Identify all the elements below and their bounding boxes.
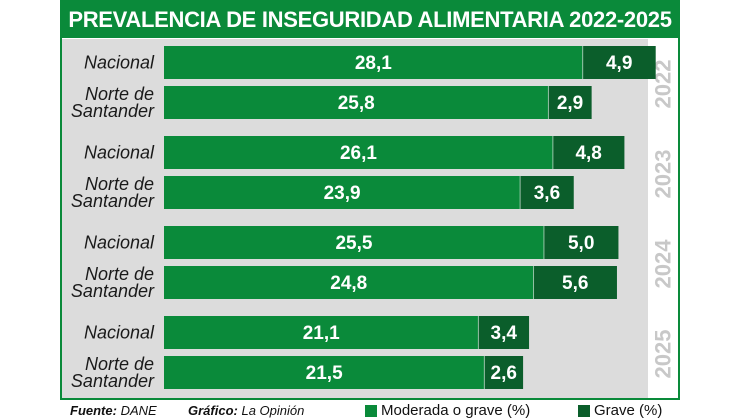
category-label-2023-0-0: Nacional <box>84 143 155 163</box>
legend-label-severe: Grave (%) <box>594 402 663 419</box>
bar-severe-2023-0 <box>552 136 625 169</box>
bar-divider-2025-1 <box>483 356 485 389</box>
year-column-2023 <box>648 129 678 219</box>
bar-moderate-2022-1 <box>164 86 549 119</box>
data-label-severe-2025-1: 2,6 <box>491 363 517 384</box>
source-label: Fuente: <box>70 403 117 418</box>
bar-divider-2023-0 <box>552 136 554 169</box>
bar-severe-2025-1 <box>484 356 524 389</box>
data-label-severe-2023-1: 3,6 <box>534 183 560 204</box>
chart-footer: Fuente: DANE Gráfico: La Opinión Moderad… <box>60 401 680 420</box>
data-label-moderate-2024-0: 25,5 <box>335 233 372 254</box>
category-label-2025-0-0: Nacional <box>84 323 155 343</box>
bar-divider-2022-0 <box>582 46 584 79</box>
category-label-2022-1-0: Norte de <box>85 84 154 104</box>
data-label-moderate-2023-0: 26,1 <box>340 143 377 164</box>
bar-divider-2025-0 <box>477 316 479 349</box>
category-label-2023-1-0: Norte de <box>85 174 154 194</box>
bar-moderate-2024-1 <box>164 266 534 299</box>
bar-divider-2024-0 <box>543 226 545 259</box>
year-column-2025 <box>648 309 678 398</box>
legend-item-moderate: Moderada o grave (%) <box>365 402 530 419</box>
data-label-severe-2023-0: 4,8 <box>575 143 601 164</box>
bar-severe-2024-1 <box>533 266 617 299</box>
graphic-credit: Gráfico: La Opinión <box>188 403 304 418</box>
category-label-2025-1-1: Santander <box>71 371 155 391</box>
bar-moderate-2023-0 <box>164 136 553 169</box>
bar-divider-2023-1 <box>519 176 521 209</box>
bar-moderate-2025-1 <box>164 356 485 389</box>
graphic-label: Gráfico: <box>188 403 238 418</box>
data-label-moderate-2025-1: 21,5 <box>306 363 343 384</box>
year-label-2023: 2023 <box>651 150 676 199</box>
category-label-2024-0-0: Nacional <box>84 233 155 253</box>
graphic-value: La Opinión <box>241 403 305 418</box>
source-value: DANE <box>120 403 157 418</box>
data-label-severe-2024-1: 5,6 <box>562 273 588 294</box>
bar-severe-2022-1 <box>548 86 592 119</box>
bar-divider-2022-1 <box>547 86 549 119</box>
bar-divider-2024-1 <box>533 266 535 299</box>
bar-severe-2022-0 <box>582 46 656 79</box>
legend-label-moderate: Moderada o grave (%) <box>381 402 531 419</box>
data-label-moderate-2025-0: 21,1 <box>303 323 340 344</box>
bar-severe-2024-0 <box>543 226 619 259</box>
category-label-2024-1-0: Norte de <box>85 264 154 284</box>
bar-severe-2023-1 <box>520 176 574 209</box>
bar-severe-2025-0 <box>478 316 530 349</box>
category-label-2022-0-0: Nacional <box>84 53 155 73</box>
legend-item-severe: Grave (%) <box>578 402 662 419</box>
data-label-moderate-2024-1: 24,8 <box>330 273 367 294</box>
data-label-moderate-2023-1: 23,9 <box>324 183 361 204</box>
legend-swatch-severe <box>578 404 590 417</box>
category-label-2022-1-1: Santander <box>71 101 155 121</box>
category-label-2023-1-1: Santander <box>71 191 155 211</box>
bar-moderate-2022-0 <box>164 46 583 79</box>
data-label-severe-2024-0: 5,0 <box>568 233 594 254</box>
chart-frame: 2022 Nacional 28,1 4,9 Norte de Santander 25,8… <box>60 0 680 400</box>
legend-swatch-moderate <box>365 404 377 417</box>
category-label-2025-1-0: Norte de <box>85 354 154 374</box>
year-label-2025: 2025 <box>651 330 676 379</box>
bar-moderate-2023-1 <box>164 176 521 209</box>
category-label-2024-1-1: Santander <box>71 281 155 301</box>
data-label-moderate-2022-0: 28,1 <box>355 53 392 74</box>
source-credit: Fuente: DANE <box>70 403 157 418</box>
data-label-severe-2022-0: 4,9 <box>606 53 632 74</box>
chart-title: PREVALENCIA DE INSEGURIDAD ALIMENTARIA 2… <box>62 2 678 38</box>
year-label-2024: 2024 <box>651 239 676 289</box>
bar-moderate-2025-0 <box>164 316 479 349</box>
bar-moderate-2024-0 <box>164 226 544 259</box>
data-label-moderate-2022-1: 25,8 <box>338 93 375 114</box>
data-label-severe-2022-1: 2,9 <box>557 93 583 114</box>
year-column-2024 <box>648 219 678 309</box>
data-label-severe-2025-0: 3,4 <box>491 323 518 344</box>
